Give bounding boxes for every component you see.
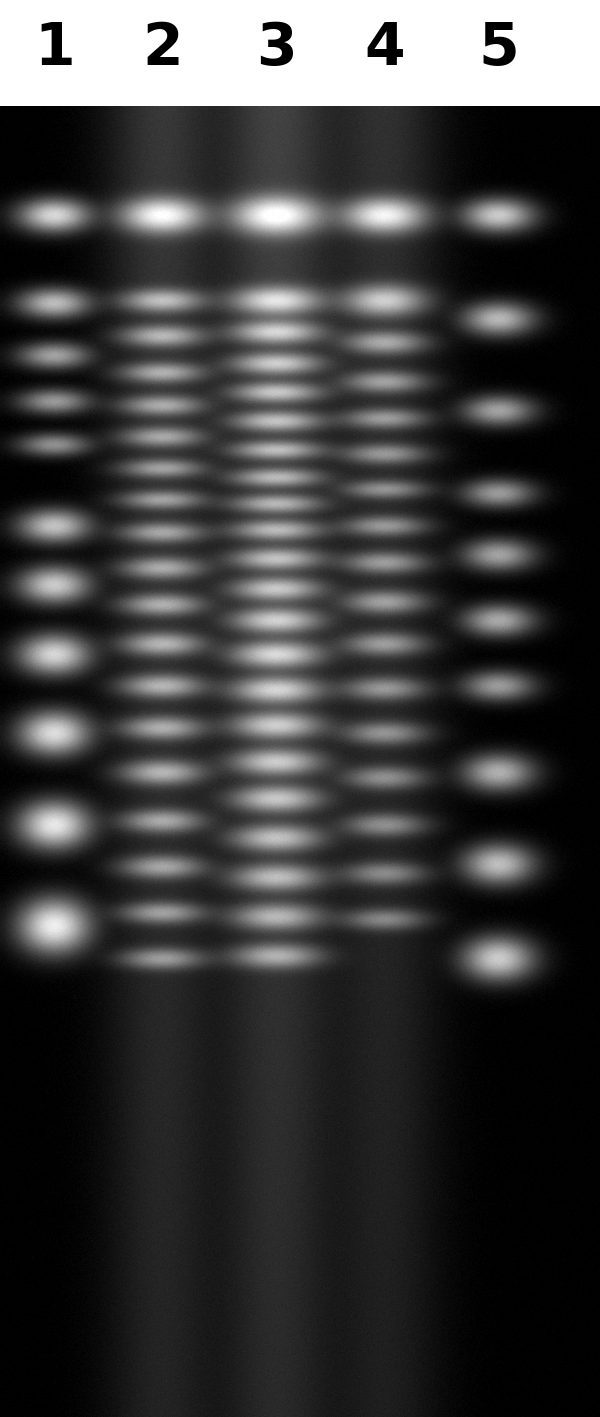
Text: 1: 1 — [34, 20, 75, 77]
Text: 3: 3 — [256, 20, 297, 77]
Text: 2: 2 — [142, 20, 183, 77]
Text: 5: 5 — [478, 20, 519, 77]
Text: 4: 4 — [364, 20, 405, 77]
